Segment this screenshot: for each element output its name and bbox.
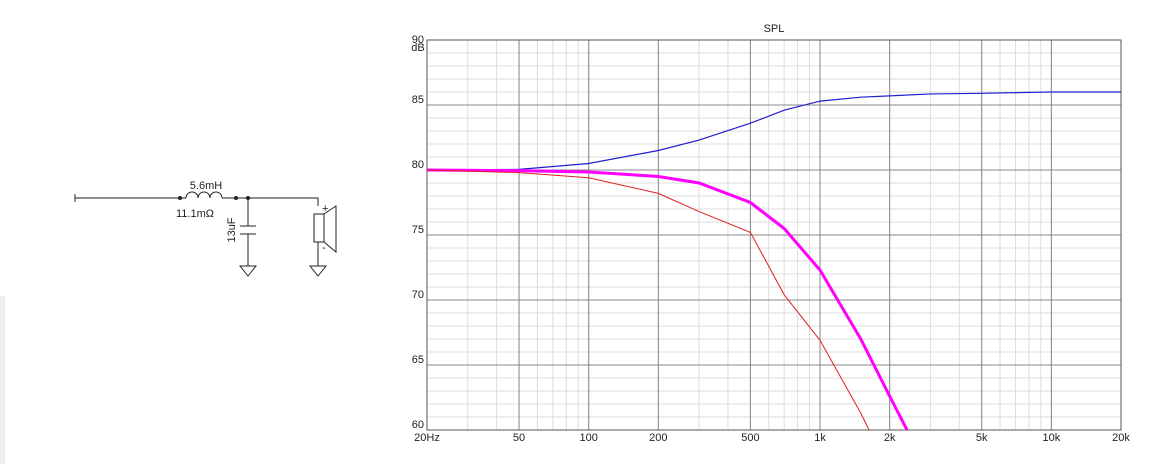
x-tick-label: 10k [1042,432,1060,444]
x-tick-label: 50 [513,432,525,444]
node [234,196,238,200]
y-tick-label: 80 [412,159,424,171]
series-line [427,91,1121,171]
ground [238,265,328,277]
y-tick-label: 70 [412,289,424,301]
x-tick-label: 100 [580,432,598,444]
minus-label: - [322,242,326,254]
node [178,196,182,200]
resistance-label: 11.1mΩ [176,208,214,220]
y-tick-label: 65 [412,354,424,366]
x-tick-label: 200 [649,432,667,444]
node [246,196,250,200]
x-tick-label: 2k [884,432,896,444]
x-tick-label: 5k [976,432,988,444]
series-line [427,169,870,430]
capacitor-label: 13uF [226,217,238,242]
y-tick-label: 85 [412,94,424,106]
speaker-cone [323,205,337,254]
schematic: 5.6mH 11.1mΩ 13uF + - [74,180,337,277]
x-tick-label: 20k [1112,432,1130,444]
inductor [185,191,223,199]
y-axis-label: dB [411,42,424,54]
y-tick-label: 60 [412,419,424,431]
speaker [313,213,325,243]
y-tick-label: 90 [412,34,424,46]
plus-label: + [322,203,328,215]
series-line [427,168,909,430]
x-tick-label: 20Hz [414,432,440,444]
plot [426,39,1122,431]
y-tick-label: 75 [412,224,424,236]
inductor-label: 5.6mH [190,180,222,192]
side-strip [0,296,5,464]
wires [74,194,319,266]
chart-title: SPL [764,23,785,35]
x-tick-label: 500 [741,432,759,444]
plot-border [426,39,1122,431]
x-tick-label: 1k [814,432,826,444]
